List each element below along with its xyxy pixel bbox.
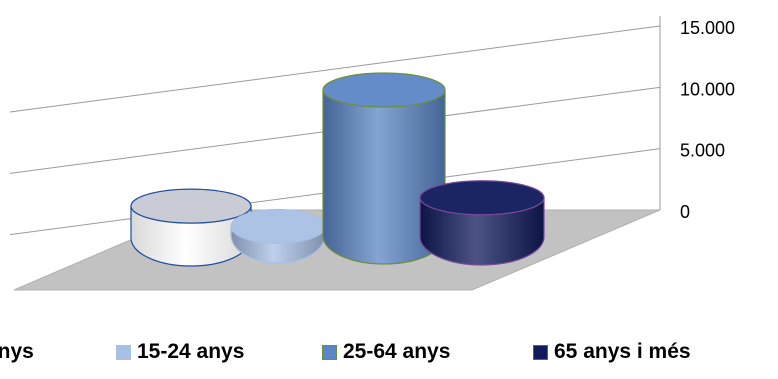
bar-top [130, 188, 252, 224]
legend-swatch-25-64 [322, 344, 337, 360]
legend-label-15-24: 15-24 anys [137, 340, 245, 363]
legend-item-25-64: 25-64 anys [322, 340, 450, 364]
legend-label-65-plus: 65 anys i més [554, 340, 691, 363]
y-tick-label: 0 [680, 202, 690, 222]
bar-3 [419, 180, 545, 266]
legend-label-0-14: anys [0, 340, 34, 363]
legend-label-25-64: 25-64 anys [343, 340, 451, 363]
legend-item-15-24: 15-24 anys [116, 340, 244, 364]
legend-swatch-65-plus [533, 344, 548, 360]
bar-body [419, 197, 545, 266]
bar-layer [130, 72, 545, 267]
bar-0 [130, 188, 252, 267]
bar-top [230, 208, 326, 245]
legend-item-0-14: anys [0, 340, 34, 364]
tick-layer: 0 5.000 10.000 15.000 [680, 18, 735, 222]
gridline [9, 25, 661, 113]
legend-swatch-15-24 [116, 344, 131, 360]
legend: anys 15-24 anys 25-64 anys 65 anys i més [0, 338, 778, 374]
y-tick-label: 15.000 [680, 18, 735, 38]
bar-1 [230, 208, 326, 264]
bar-top [322, 72, 446, 108]
bar-top [419, 180, 545, 216]
legend-item-65-plus: 65 anys i més [533, 340, 691, 364]
y-tick-label: 5.000 [680, 141, 725, 161]
y-tick-label: 10.000 [680, 79, 735, 99]
